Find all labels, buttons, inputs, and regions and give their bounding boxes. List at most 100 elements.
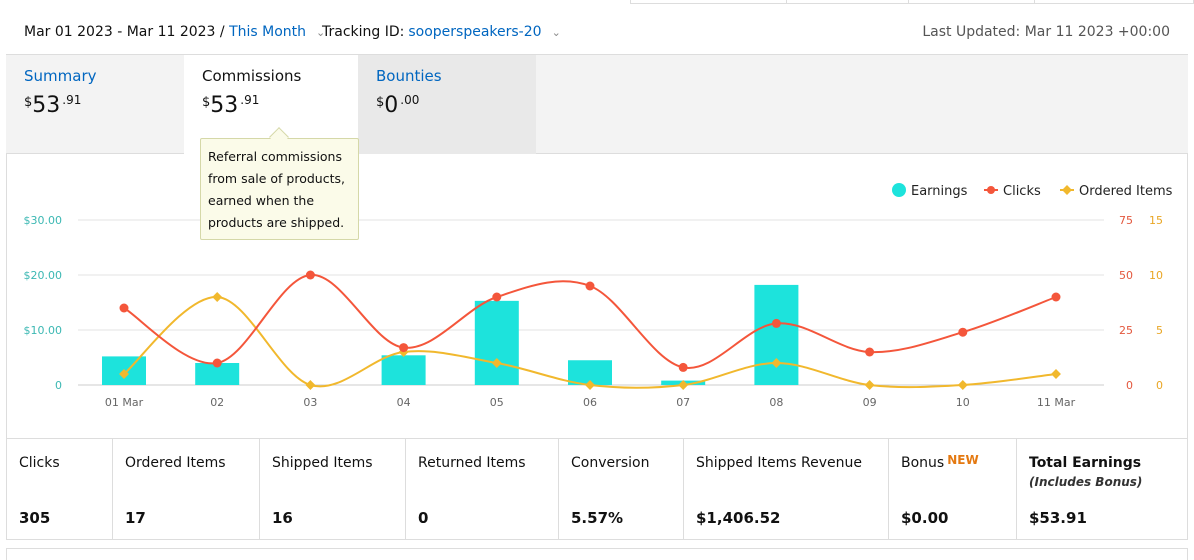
stat-label: Ordered Items xyxy=(125,455,226,471)
stat-conversion: Conversion 5.57% xyxy=(559,439,684,539)
legend-clicks-marker xyxy=(987,186,995,194)
y3-tick-label: 5 xyxy=(1156,324,1163,337)
ordered-items-point xyxy=(864,380,875,390)
stat-label: Total Earnings xyxy=(1029,455,1142,471)
stat-value: 17 xyxy=(125,509,146,527)
clicks-point xyxy=(119,303,129,313)
clicks-point xyxy=(212,358,222,368)
y3-tick-label: 10 xyxy=(1149,269,1163,282)
tab-amount: $0.00 xyxy=(376,93,420,118)
clicks-point xyxy=(492,292,502,302)
legend-items-marker xyxy=(1062,185,1072,195)
x-tick-label: 07 xyxy=(676,396,690,409)
ordered-items-point xyxy=(771,358,782,368)
x-tick-label: 03 xyxy=(303,396,317,409)
stat-label: Returned Items xyxy=(418,455,526,471)
x-tick-label: 08 xyxy=(769,396,783,409)
tab-summary[interactable]: Summary $53.91 xyxy=(6,55,184,155)
ordered-items-point xyxy=(678,380,689,390)
stat-shipped-revenue: Shipped Items Revenue $1,406.52 xyxy=(684,439,889,539)
y3-tick-label: 0 xyxy=(1156,379,1163,392)
tab-title: Bounties xyxy=(376,67,442,85)
ordered-items-point xyxy=(585,380,595,390)
stat-total-earnings: Total Earnings (Includes Bonus) $53.91 xyxy=(1017,439,1187,539)
stat-ordered-items: Ordered Items 17 xyxy=(113,439,260,539)
stat-clicks: Clicks 305 xyxy=(7,439,113,539)
y-tick-label: $30.00 xyxy=(24,214,63,227)
tooltip-line: Referral commissions xyxy=(208,149,342,164)
new-badge: NEW xyxy=(947,453,979,467)
stat-value: 5.57% xyxy=(571,509,624,527)
stat-shipped-items: Shipped Items 16 xyxy=(260,439,406,539)
stat-value: 16 xyxy=(272,509,293,527)
stat-label: Shipped Items xyxy=(272,455,373,471)
tab-title: Commissions xyxy=(202,67,302,85)
stat-value: 305 xyxy=(19,509,51,527)
ordered-items-point xyxy=(1051,369,1061,379)
clicks-point xyxy=(865,347,875,357)
clicks-point xyxy=(771,318,781,328)
commissions-tooltip: Referral commissions from sale of produc… xyxy=(200,138,359,240)
stat-value: 0 xyxy=(418,509,429,527)
date-range-text: Mar 01 2023 - Mar 11 2023 xyxy=(24,24,216,40)
legend-label: Ordered Items xyxy=(1079,184,1173,199)
stat-label: Conversion xyxy=(571,455,650,471)
tracking-id-value[interactable]: sooperspeakers-20 xyxy=(408,24,542,40)
period-link[interactable]: This Month xyxy=(229,24,307,40)
x-tick-label: 01 Mar xyxy=(105,396,144,409)
clicks-point xyxy=(399,343,409,353)
stat-value: $1,406.52 xyxy=(696,509,781,527)
stat-value: $0.00 xyxy=(901,509,949,527)
earnings-chart: 0 0 0 $10.00 25 5 $20.00 50 10 $30.00 75 15 01 Mar 02… xyxy=(24,183,1173,409)
earnings-bar xyxy=(474,300,519,385)
legend-earnings-marker xyxy=(892,183,906,197)
x-tick-label: 10 xyxy=(956,396,970,409)
y-tick-label: $10.00 xyxy=(24,324,63,337)
clicks-point xyxy=(958,327,968,337)
x-tick-label: 09 xyxy=(863,396,877,409)
last-updated-text: Last Updated: Mar 11 2023 +00:00 xyxy=(922,24,1170,40)
y2-tick-label: 75 xyxy=(1119,214,1133,227)
stat-bonus: Bonus NEW $0.00 xyxy=(889,439,1017,539)
stat-label: Shipped Items Revenue xyxy=(696,455,862,471)
tooltip-line: products are shipped. xyxy=(208,215,345,230)
ordered-items-point xyxy=(491,358,502,368)
tracking-label: Tracking ID: xyxy=(322,24,405,40)
ordered-items-point xyxy=(957,380,968,390)
x-tick-label: 05 xyxy=(490,396,504,409)
clicks-point xyxy=(305,270,315,280)
clicks-point xyxy=(678,362,688,372)
x-tick-label: 04 xyxy=(397,396,411,409)
chevron-down-icon[interactable]: ⌄ xyxy=(316,26,326,39)
y-tick-label: 0 xyxy=(55,379,62,392)
earnings-bar xyxy=(381,355,426,385)
stat-returned-items: Returned Items 0 xyxy=(406,439,559,539)
tab-amount: $53.91 xyxy=(24,93,82,118)
tooltip-line: from sale of products, xyxy=(208,171,345,186)
chevron-down-icon[interactable]: ⌄ xyxy=(551,26,561,39)
y2-tick-label: 50 xyxy=(1119,269,1133,282)
stat-sublabel: (Includes Bonus) xyxy=(1029,475,1143,489)
y2-tick-label: 0 xyxy=(1126,379,1133,392)
date-range-selector[interactable]: Mar 01 2023 - Mar 11 2023 / This Month ⌄ xyxy=(24,24,325,40)
tab-amount: $53.91 xyxy=(202,93,260,118)
y-tick-label: $20.00 xyxy=(24,269,63,282)
ordered-items-line xyxy=(123,295,1057,389)
tooltip-line: earned when the xyxy=(208,193,315,208)
stat-label: Clicks xyxy=(19,455,60,471)
legend-label: Earnings xyxy=(911,184,968,199)
clicks-point xyxy=(1051,292,1061,302)
date-separator: / xyxy=(215,24,230,40)
stats-row: Clicks 305 Ordered Items 17 Shipped Item… xyxy=(6,438,1188,540)
earnings-bar xyxy=(754,284,799,385)
x-tick-label: 02 xyxy=(210,396,224,409)
tab-bounties[interactable]: Bounties $0.00 xyxy=(358,55,536,155)
ordered-items-point xyxy=(212,292,223,302)
earnings-bar xyxy=(195,363,240,385)
next-panel-edge xyxy=(6,548,1188,560)
clicks-line xyxy=(123,273,1057,369)
tracking-id-selector[interactable]: Tracking ID: sooperspeakers-20 ⌄ xyxy=(322,24,561,40)
y2-tick-label: 25 xyxy=(1119,324,1133,337)
filter-bar: Mar 01 2023 - Mar 11 2023 / This Month ⌄ … xyxy=(0,14,1194,52)
